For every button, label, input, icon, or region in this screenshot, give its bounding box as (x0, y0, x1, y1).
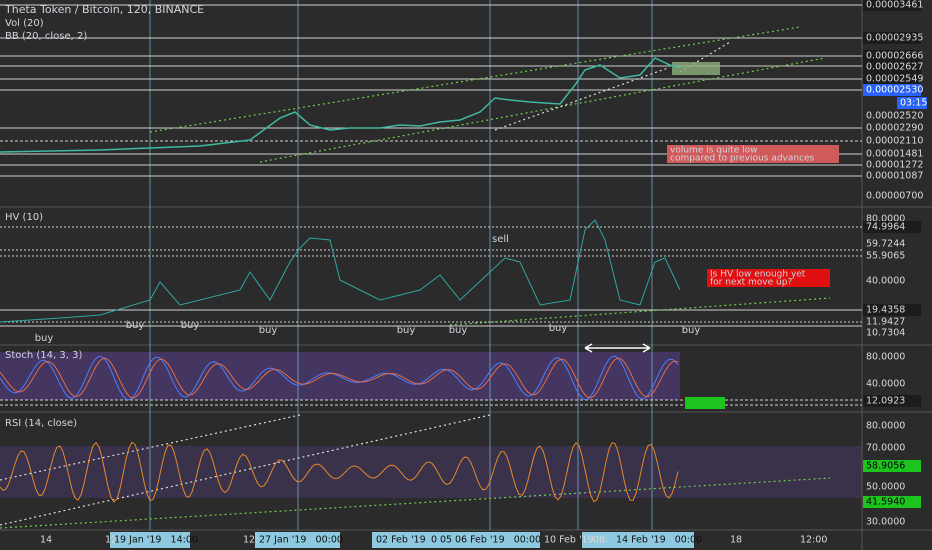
annotation: for next move up? (710, 278, 792, 288)
axis-label: 0.00002935 (866, 33, 923, 44)
axis-label: 80.0000 (866, 421, 905, 432)
stoch-d-line (0, 357, 679, 399)
annotation: volume is quite low (670, 146, 757, 156)
axis-label-bg (863, 84, 921, 96)
axis-label: 80.0000 (866, 352, 905, 363)
time-label: 05 (440, 535, 452, 546)
time-highlight (582, 532, 694, 548)
time-label: 12: (105, 535, 120, 546)
axis-label: 0.00002110 (866, 136, 923, 147)
time-highlight (372, 532, 540, 548)
axis-label: 30.0000 (866, 517, 905, 528)
axis-label: 59.7244 (866, 239, 905, 250)
time-label: 14 Feb '19 00:00 (616, 535, 702, 546)
annotation: buy (397, 325, 416, 336)
axis-label: 0.00002520 (866, 111, 923, 122)
annotation: Is HV low enough yet (710, 270, 806, 280)
vertical-markers (149, 0, 653, 530)
axis-label: 58.9056 (866, 461, 905, 472)
axis-label: 0.00001087 (866, 171, 923, 182)
pane-title: HV (10) (5, 212, 43, 223)
axis-label: 0.00000700 (866, 191, 923, 202)
axis-label: 12.0923 (866, 396, 905, 407)
axis-label: 0.00002549 (866, 74, 923, 85)
time-label: 06 Feb '19 00:00 (455, 535, 541, 546)
annotation: buy (682, 325, 701, 336)
note-box (707, 269, 830, 287)
axis-label: 0.00003461 (866, 0, 923, 11)
axis-label: 0.00002290 (866, 123, 923, 134)
time-label: 14 (40, 535, 52, 546)
time-label: 19 Jan '19 14:00 (114, 535, 198, 546)
axis-label: 40.0000 (866, 276, 905, 287)
axis-label: 0.00002666 (866, 51, 923, 62)
rsi-line (0, 441, 679, 503)
axis-label: 10.7304 (866, 328, 905, 339)
axis-label: 50.0000 (866, 482, 905, 493)
trend-channels (0, 26, 831, 529)
time-label: 12:00 (800, 535, 827, 546)
axis-label-bg (863, 61, 921, 73)
annotation: buy (181, 320, 200, 331)
rsi-band (0, 446, 862, 498)
axis-label-bg (863, 50, 921, 62)
axis-label: 19.4358 (866, 305, 905, 316)
axis-label-bg (863, 0, 921, 11)
annotation: buy (259, 325, 278, 336)
time-label: 18 (730, 535, 742, 546)
countdown: 03:15 (900, 98, 927, 109)
time-label: 12: (243, 535, 258, 546)
chart-title: Theta Token / Bitcoin, 120, BINANCE (4, 3, 204, 16)
indicator-label: Vol (20) (5, 18, 44, 29)
time-label: 0 (431, 535, 437, 546)
annotation: buy (549, 323, 568, 334)
price-line (0, 57, 681, 153)
time-label: 02 Feb '19 (376, 535, 426, 546)
annotation: compared to previous advances (670, 154, 815, 164)
axis-label: 70.0000 (866, 443, 905, 454)
annotation: buy (126, 320, 145, 331)
axis-label: 55.9065 (866, 251, 905, 262)
axis-label: 41.5940 (866, 497, 905, 508)
axis-label: 0.00002530 (866, 85, 923, 96)
countdown-bg (897, 97, 927, 109)
annotation: buy (35, 333, 54, 344)
time-highlight (255, 532, 340, 548)
axis-label: 11.9427 (866, 317, 905, 328)
target-box (672, 62, 720, 75)
time-label: 08: (593, 535, 608, 546)
axis-label: 80.0000 (866, 214, 905, 225)
axis-label-bg (863, 460, 921, 472)
note-box (667, 145, 839, 163)
annotation: buy (449, 325, 468, 336)
axis-label: 74.9964 (866, 222, 905, 233)
annotation: sell (492, 234, 509, 245)
pane-title: RSI (14, close) (5, 418, 77, 429)
time-label: 27 Jan '19 00:00 (259, 535, 343, 546)
axis-label: 40.0000 (866, 379, 905, 390)
stoch-k-line (0, 355, 679, 401)
time-label: 10 Feb '19 (544, 535, 594, 546)
axis-label-bg (863, 496, 921, 508)
axis-label-bg (863, 73, 921, 85)
axis-label-bg (863, 304, 921, 316)
axis-label-bg (863, 395, 921, 407)
axis-label: 0.00002627 (866, 62, 923, 73)
pane-title: Stoch (14, 3, 3) (5, 350, 82, 361)
axis-label-bg (863, 221, 921, 233)
indicator-label: BB (20, close, 2) (5, 31, 87, 42)
time-highlight (110, 532, 190, 548)
level-lines (0, 4, 862, 406)
axis-label-bg (863, 32, 921, 44)
stoch-box (685, 397, 725, 409)
axis-label: 0.00001272 (866, 160, 923, 171)
hv-line (0, 219, 681, 323)
range-arrow (584, 343, 651, 353)
axis-label: 0.00001481 (866, 149, 923, 160)
